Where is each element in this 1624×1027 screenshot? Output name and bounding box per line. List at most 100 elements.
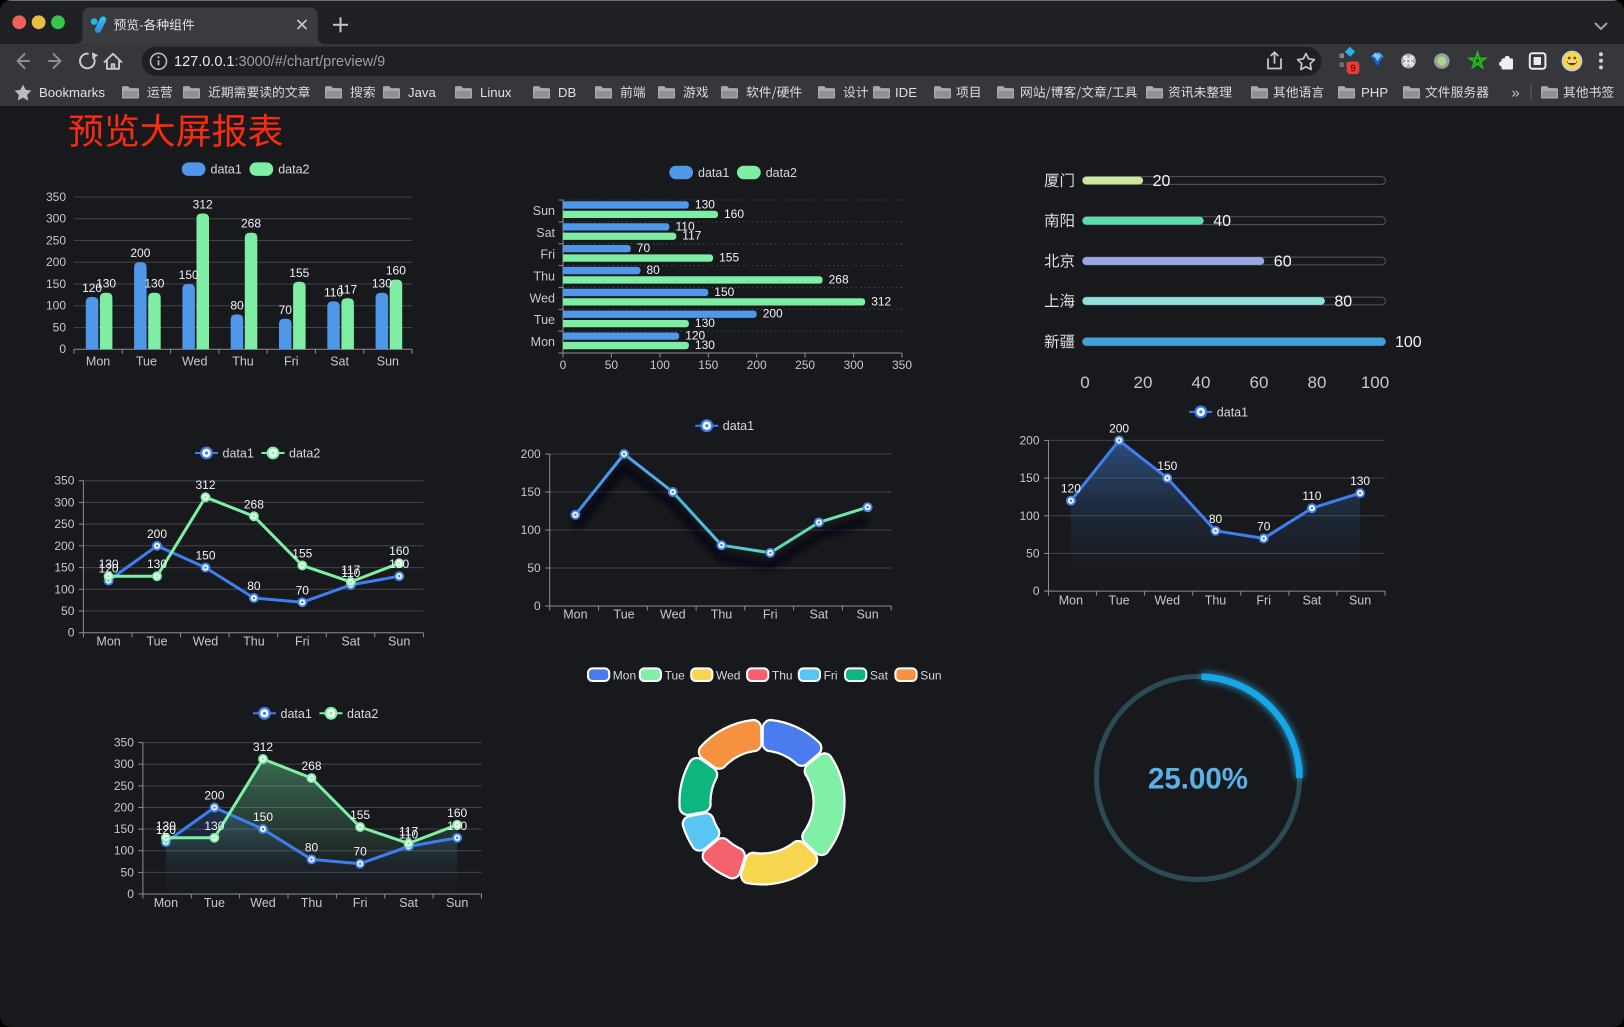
svg-text:Linux: Linux: [480, 85, 512, 100]
svg-text:250: 250: [114, 779, 134, 793]
svg-text:data1: data1: [1217, 405, 1248, 419]
svg-text:160: 160: [724, 207, 744, 221]
svg-text:350: 350: [46, 190, 66, 204]
svg-text:127.0.0.1:3000/#/chart/preview: 127.0.0.1:3000/#/chart/preview/9: [174, 54, 385, 70]
svg-text:130: 130: [1350, 474, 1370, 488]
svg-text:130: 130: [144, 277, 164, 291]
svg-text:DB: DB: [558, 85, 577, 100]
svg-text:120: 120: [1061, 482, 1081, 496]
svg-text:200: 200: [521, 447, 541, 461]
svg-text:data2: data2: [766, 166, 797, 180]
svg-text:Sun: Sun: [1349, 594, 1371, 608]
svg-text:Mon: Mon: [86, 355, 110, 369]
svg-text:150: 150: [521, 485, 541, 499]
svg-text:Thu: Thu: [533, 270, 555, 284]
svg-text:100: 100: [114, 844, 134, 858]
svg-text:250: 250: [795, 358, 815, 372]
svg-text:312: 312: [195, 478, 215, 492]
svg-text:Sat: Sat: [399, 896, 418, 910]
svg-text:160: 160: [386, 264, 406, 278]
svg-text:312: 312: [253, 740, 273, 754]
svg-text:120: 120: [99, 562, 119, 576]
svg-text:PHP: PHP: [1361, 85, 1388, 100]
svg-text:100: 100: [54, 582, 74, 596]
svg-text:data1: data1: [223, 447, 254, 461]
svg-text:120: 120: [156, 823, 176, 837]
svg-text:130: 130: [204, 819, 224, 833]
svg-text:Fri: Fri: [824, 668, 838, 682]
svg-text:200: 200: [130, 246, 150, 260]
svg-text:160: 160: [447, 806, 467, 820]
svg-text:0: 0: [1033, 584, 1040, 598]
svg-text:0: 0: [68, 626, 75, 640]
svg-text:200: 200: [46, 255, 66, 269]
svg-text:25.00%: 25.00%: [1148, 763, 1248, 796]
svg-text:130: 130: [695, 316, 715, 330]
svg-text:117: 117: [341, 563, 360, 577]
svg-text:Fri: Fri: [353, 896, 368, 910]
svg-text:0: 0: [1080, 373, 1089, 392]
svg-text:data2: data2: [347, 707, 378, 721]
svg-text:130: 130: [372, 277, 392, 291]
svg-text:data1: data1: [723, 419, 754, 433]
svg-text:60: 60: [1274, 254, 1292, 271]
svg-text:data1: data1: [211, 163, 242, 177]
svg-text:130: 130: [147, 557, 167, 571]
svg-text:200: 200: [763, 307, 783, 321]
svg-text:Tue: Tue: [665, 668, 686, 682]
svg-text:130: 130: [389, 557, 409, 571]
svg-text:150: 150: [195, 549, 215, 563]
svg-text:70: 70: [296, 583, 310, 597]
svg-text:50: 50: [527, 561, 541, 575]
svg-text:160: 160: [389, 544, 409, 558]
svg-text:IDE: IDE: [895, 85, 917, 100]
svg-text:40: 40: [1213, 213, 1231, 230]
svg-text:110: 110: [399, 827, 418, 841]
svg-text:Java: Java: [408, 85, 437, 100]
svg-text:120: 120: [82, 281, 102, 295]
svg-text:Sat: Sat: [330, 355, 349, 369]
svg-text:117: 117: [682, 229, 701, 243]
svg-text:Mon: Mon: [96, 635, 120, 649]
svg-text:200: 200: [114, 801, 134, 815]
svg-text:Sun: Sun: [920, 668, 941, 682]
svg-text:300: 300: [54, 495, 74, 509]
svg-text:Fri: Fri: [763, 608, 778, 622]
svg-text:100: 100: [1019, 509, 1039, 523]
svg-text:Sat: Sat: [1303, 594, 1322, 608]
svg-text:312: 312: [871, 294, 891, 308]
svg-text:Sun: Sun: [446, 896, 468, 910]
svg-text:268: 268: [241, 217, 261, 231]
svg-text:9: 9: [1350, 63, 1356, 74]
svg-text:Sat: Sat: [870, 668, 889, 682]
svg-text:50: 50: [121, 865, 135, 879]
svg-text:130: 130: [695, 338, 715, 352]
svg-text:Wed: Wed: [182, 355, 208, 369]
svg-text:Thu: Thu: [232, 355, 254, 369]
svg-text:70: 70: [279, 303, 293, 317]
svg-text:150: 150: [253, 810, 273, 824]
svg-text:100: 100: [650, 358, 670, 372]
svg-text:268: 268: [829, 272, 849, 286]
svg-text:0: 0: [127, 887, 134, 901]
svg-text:300: 300: [114, 757, 134, 771]
svg-text:Mon: Mon: [531, 335, 555, 349]
svg-text:Wed: Wed: [530, 291, 556, 305]
svg-text:100: 100: [1361, 373, 1389, 392]
svg-text:150: 150: [698, 358, 718, 372]
svg-text:110: 110: [1302, 489, 1321, 503]
svg-text:Thu: Thu: [711, 608, 733, 622]
svg-text:300: 300: [46, 212, 66, 226]
svg-text:Sat: Sat: [536, 226, 555, 240]
svg-text:130: 130: [447, 819, 467, 833]
svg-text:80: 80: [247, 579, 261, 593]
svg-text:80: 80: [647, 263, 661, 277]
svg-text:data1: data1: [698, 166, 729, 180]
svg-text:130: 130: [156, 819, 176, 833]
svg-text:20: 20: [1134, 373, 1153, 392]
svg-text:155: 155: [292, 546, 312, 560]
svg-text:100: 100: [1395, 334, 1422, 351]
svg-text:Tue: Tue: [204, 896, 225, 910]
svg-text:70: 70: [637, 241, 651, 255]
svg-text:Fri: Fri: [1256, 594, 1271, 608]
